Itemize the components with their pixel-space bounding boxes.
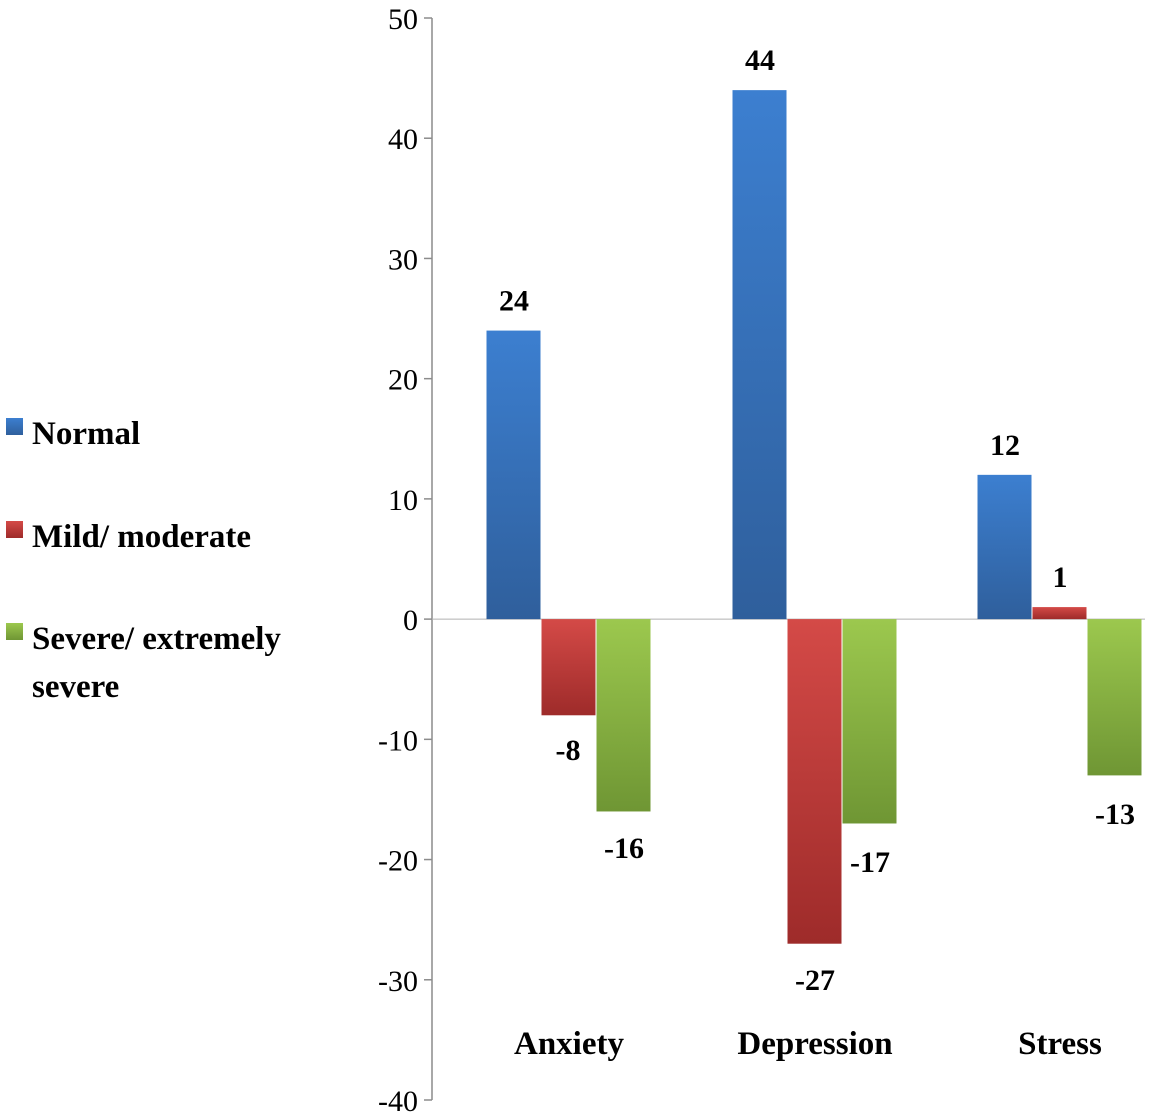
legend-swatch (6, 418, 23, 435)
legend: Normal Mild/ moderate Severe/ extremely sev… (6, 416, 281, 705)
bar-stress-normal (977, 474, 1032, 620)
data-label: 24 (499, 285, 529, 318)
bar-anxiety-mild-moderate (541, 619, 596, 716)
bars (486, 90, 1142, 944)
data-label: -8 (556, 734, 581, 767)
data-label: -16 (604, 832, 644, 865)
y-axis: -40 -30 -20 -10 0 10 20 30 40 50 (378, 3, 1145, 1118)
y-tick-label: 20 (388, 364, 418, 397)
y-tick-label: -20 (378, 845, 418, 878)
y-tick-label: -10 (378, 724, 418, 757)
data-labels: 24 -8 -16 44 -27 -17 12 1 -13 (499, 44, 1135, 997)
legend-label: Normal (32, 416, 140, 452)
category-label-depression: Depression (737, 1026, 892, 1062)
data-label: 1 (1053, 561, 1068, 594)
legend-label: Severe/ extremely (32, 621, 281, 657)
y-tick-label: 10 (388, 484, 418, 517)
legend-swatch (6, 623, 23, 640)
data-label: -13 (1095, 798, 1135, 831)
bar-depression-severe (842, 619, 897, 824)
y-tick-label: -30 (378, 965, 418, 998)
legend-label: severe (32, 669, 119, 705)
bar-anxiety-normal (486, 330, 541, 620)
bar-depression-normal (732, 90, 787, 620)
y-tick-label: 40 (388, 123, 418, 156)
data-label: 44 (745, 44, 775, 77)
y-tick-label: 50 (388, 3, 418, 36)
bar-depression-mild-moderate (787, 619, 842, 944)
data-label: -27 (795, 964, 835, 997)
bar-anxiety-severe (596, 619, 651, 812)
y-tick-label: 0 (403, 604, 418, 637)
category-label-stress: Stress (1018, 1026, 1102, 1062)
legend-swatch (6, 521, 23, 538)
data-label: -17 (850, 846, 890, 879)
category-label-anxiety: Anxiety (514, 1026, 624, 1062)
y-tick-label: 30 (388, 243, 418, 276)
bar-stress-mild-moderate (1032, 607, 1087, 620)
category-labels: Anxiety Depression Stress (514, 1026, 1102, 1062)
data-label: 12 (990, 429, 1020, 462)
y-tick-label: -40 (378, 1085, 418, 1118)
bar-stress-severe (1087, 619, 1142, 776)
legend-label: Mild/ moderate (32, 519, 251, 555)
